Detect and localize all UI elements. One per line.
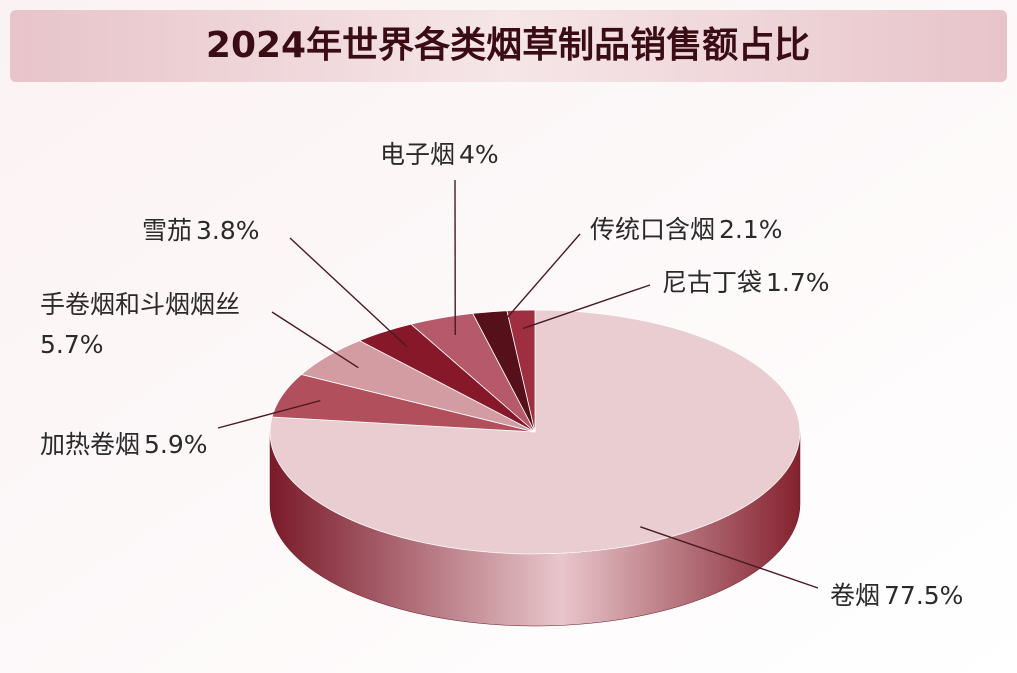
- data-label: 尼古丁袋 1.7%: [662, 268, 830, 297]
- data-label: 电子烟 4%: [380, 140, 499, 169]
- leader-line: [289, 237, 408, 348]
- chart-title: 2024年世界各类烟草制品销售额占比: [206, 25, 810, 66]
- label-value: 1.7%: [766, 268, 830, 297]
- label-value: 4%: [459, 140, 499, 169]
- label-value: 77.5%: [884, 581, 963, 610]
- title-band: [10, 10, 1007, 82]
- label-name: 加热卷烟: [40, 430, 140, 459]
- leader-line: [640, 526, 819, 589]
- label-name: 尼古丁袋: [662, 268, 762, 297]
- data-label: 传统口含烟 2.1%: [590, 215, 783, 244]
- label-name: 电子烟: [380, 140, 455, 169]
- pie-slice: [506, 309, 536, 433]
- label-value: 5.7%: [40, 330, 104, 359]
- label-value: 3.8%: [196, 216, 260, 245]
- label-name: 雪茄: [142, 216, 192, 245]
- leader-line: [217, 399, 321, 429]
- pie: 卷烟 77.5% 加热卷烟 5.9% 手卷烟和斗烟烟丝 5.7% 雪茄 3.8% 电子烟 4% 传统…: [40, 140, 963, 627]
- label-name: 卷烟: [830, 581, 880, 610]
- data-label: 卷烟 77.5%: [830, 581, 963, 610]
- data-label: 加热卷烟 5.9%: [40, 430, 208, 459]
- label-name: 手卷烟和斗烟烟丝: [40, 290, 240, 319]
- data-label: 雪茄 3.8%: [142, 216, 260, 245]
- leader-line: [522, 284, 651, 330]
- data-label: 手卷烟和斗烟烟丝 5.7%: [40, 290, 240, 359]
- leader-line: [496, 233, 581, 331]
- label-value: 5.9%: [144, 430, 208, 459]
- leader-line: [271, 311, 359, 369]
- label-value: 2.1%: [719, 215, 783, 244]
- label-name: 传统口含烟: [590, 215, 715, 244]
